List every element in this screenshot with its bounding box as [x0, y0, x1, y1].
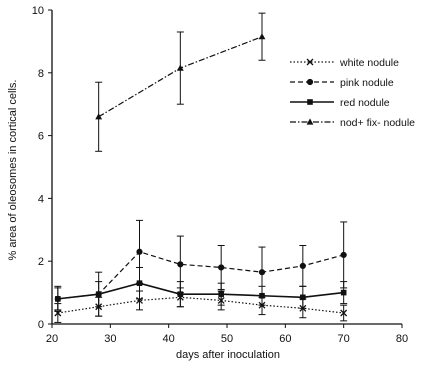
data-point — [177, 291, 184, 297]
legend-label: nod+ fix- nodule — [340, 117, 415, 129]
data-point — [340, 309, 348, 317]
legend-entry: red nodule — [290, 97, 390, 109]
x-ticks: 20 30 40 50 60 70 80 — [46, 324, 408, 345]
legend-marker — [307, 99, 313, 105]
legend-entry: white nodule — [290, 57, 399, 69]
legend-label: white nodule — [339, 57, 399, 69]
y-tick-label: 8 — [38, 68, 44, 80]
x-tick-label: 20 — [46, 333, 58, 345]
legend-marker — [306, 78, 314, 86]
data-point — [176, 64, 184, 71]
x-tick-label: 50 — [221, 333, 233, 345]
data-point — [259, 292, 265, 299]
data-point — [136, 280, 143, 286]
legend: white nodule pink nodule red nodule nod+ fi… — [290, 57, 415, 129]
legend-entry: nod+ fix- nodule — [290, 117, 415, 129]
legend-marker — [306, 118, 314, 125]
data-point — [299, 262, 306, 270]
series-line — [57, 282, 344, 300]
data-point — [55, 296, 61, 302]
series-square — [54, 266, 348, 311]
y-ticks: 0 2 4 6 8 10 — [32, 5, 52, 331]
y-tick-label: 6 — [38, 131, 44, 143]
series-line — [57, 251, 344, 300]
data-point — [95, 291, 102, 297]
data-point — [95, 113, 103, 120]
series-line — [57, 296, 344, 314]
data-point — [258, 33, 266, 40]
y-tick-label: 0 — [38, 319, 44, 331]
x-axis-label: days after inoculation — [176, 349, 280, 361]
x-tick-label: 70 — [338, 333, 350, 345]
plot-area — [54, 12, 348, 323]
y-tick-label: 10 — [32, 5, 44, 17]
data-point — [218, 264, 225, 271]
y-axis-label: % area of oleosomes in cortical cells. — [7, 80, 19, 261]
series-triangle — [95, 12, 266, 152]
data-point — [136, 248, 143, 255]
data-point — [177, 261, 184, 268]
legend-marker — [306, 58, 314, 66]
legend-label: red nodule — [340, 97, 390, 109]
legend-label: pink nodule — [340, 77, 394, 89]
x-tick-label: 80 — [396, 333, 408, 345]
x-tick-label: 40 — [163, 333, 175, 345]
data-point — [340, 251, 347, 259]
data-point — [218, 291, 224, 297]
x-tick-label: 30 — [104, 333, 116, 345]
data-point — [258, 269, 266, 276]
x-tick-label: 60 — [279, 333, 291, 345]
y-tick-label: 4 — [38, 193, 44, 205]
data-point — [300, 294, 306, 301]
y-tick-label: 2 — [38, 256, 44, 268]
legend-entry: pink nodule — [290, 77, 394, 89]
data-point — [340, 289, 347, 296]
